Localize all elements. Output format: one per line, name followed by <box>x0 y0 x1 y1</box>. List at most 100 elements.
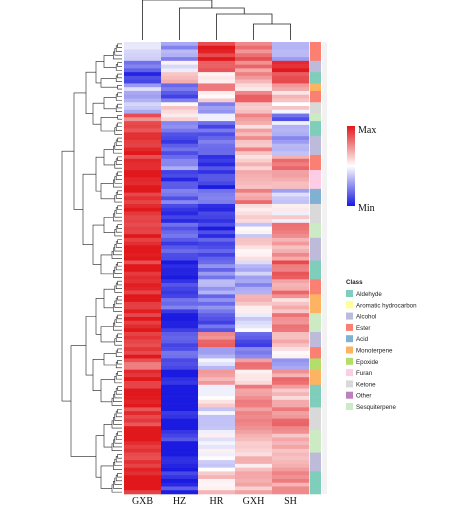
heatmap-cell <box>124 298 162 303</box>
heatmap-cell <box>161 384 199 389</box>
heatmap-cell <box>235 301 273 306</box>
heatmap-cell <box>272 252 310 257</box>
column-label-hz: HZ <box>173 496 186 506</box>
heatmap-cell <box>235 396 273 401</box>
color-scale: Max Min <box>347 125 376 214</box>
row-dendrogram-link <box>115 361 122 369</box>
heatmap-cell <box>198 399 236 404</box>
heatmap-cell <box>124 313 162 318</box>
row-dendrogram-link <box>115 433 122 440</box>
row-dendrogram-link <box>117 73 122 79</box>
legend-swatch-aldehyde <box>346 290 353 297</box>
heatmap-cell <box>272 42 310 47</box>
heatmap-cell <box>198 316 236 322</box>
heatmap-cell <box>124 384 162 389</box>
heatmap-cell <box>198 173 236 178</box>
heatmap-cell <box>198 475 236 480</box>
heatmap-cell <box>161 275 199 280</box>
heatmap-cell <box>235 433 273 438</box>
heatmap-cell <box>235 448 273 453</box>
heatmap-cell <box>235 185 273 190</box>
class-annotation-cell <box>310 260 321 265</box>
class-annotation-cell <box>310 173 321 178</box>
heatmap-cell <box>235 192 273 197</box>
heatmap-cell <box>198 245 236 250</box>
heatmap-cell <box>161 83 199 88</box>
heatmap-cell <box>272 192 310 197</box>
heatmap-cell <box>198 177 236 182</box>
class-annotation-cell <box>310 121 321 126</box>
heatmap-cell <box>235 249 273 254</box>
heatmap-cell <box>124 151 162 156</box>
heatmap-cell <box>124 147 162 152</box>
heatmap-cell <box>124 249 162 254</box>
heatmap-cell <box>235 252 273 257</box>
heatmap-cell <box>124 181 162 186</box>
heatmap-cell <box>198 283 236 288</box>
heatmap-cell <box>161 68 199 73</box>
heatmap-cell <box>272 463 310 468</box>
heatmap-cell <box>198 72 236 77</box>
heatmap-cell <box>235 441 273 446</box>
class-annotation-cell <box>310 139 321 144</box>
heatmap-cell <box>161 381 199 386</box>
heatmap-cell <box>124 219 162 224</box>
heatmap-cell <box>161 328 199 333</box>
heatmap-cell <box>235 350 273 355</box>
class-annotation-cell <box>310 305 321 310</box>
class-annotation-cell <box>310 347 321 352</box>
heatmap-cell <box>198 290 236 295</box>
row-dendrogram-link <box>70 345 96 457</box>
heatmap-cell <box>272 170 310 175</box>
heatmap-cell <box>161 200 199 205</box>
heatmap-cell <box>272 411 310 416</box>
heatmap-cell <box>161 301 199 306</box>
row-dendrogram-link <box>117 171 122 177</box>
class-annotation-cell <box>310 60 321 65</box>
row-dendrogram-link <box>114 161 122 169</box>
heatmap-cell <box>161 369 199 374</box>
heatmap-cell <box>272 414 310 419</box>
heatmap-cell <box>272 486 310 491</box>
class-annotation-cell <box>310 219 321 224</box>
heatmap-cell <box>272 162 310 167</box>
heatmap-cell <box>198 211 236 216</box>
heatmap-cell <box>272 313 310 318</box>
heatmap-cell <box>198 369 236 374</box>
heatmap-cell <box>124 143 162 148</box>
heatmap-cell <box>235 456 273 461</box>
class-annotation-cell <box>310 362 321 367</box>
heatmap-cell <box>272 475 310 480</box>
class-annotation-cell <box>310 102 321 107</box>
heatmap-cell <box>124 60 162 65</box>
class-annotation-cell <box>310 426 321 431</box>
heatmap-cell <box>272 98 310 103</box>
row-dendrogram-link <box>95 156 104 192</box>
heatmap-cell <box>124 328 162 333</box>
heatmap-cell <box>198 411 236 416</box>
heatmap-cell <box>272 203 310 209</box>
heatmap-cell <box>272 456 310 461</box>
class-annotation-cell <box>310 301 321 306</box>
class-annotation-cell <box>310 407 321 412</box>
heatmap-cell <box>161 362 199 367</box>
heatmap-cell <box>235 245 273 250</box>
heatmap-cell <box>235 490 273 495</box>
row-dendrogram-link <box>117 454 122 459</box>
heatmap-cell <box>124 279 162 284</box>
heatmap-cell <box>124 411 162 416</box>
heatmap-cell <box>272 320 310 325</box>
class-annotation-cell <box>310 128 321 133</box>
row-dendrogram <box>61 43 122 493</box>
heatmap-cell <box>198 448 236 453</box>
class-annotation-cell <box>310 45 321 50</box>
heatmap-cell <box>198 358 236 363</box>
heatmap-cell <box>235 486 273 491</box>
heatmap-cell <box>124 124 162 129</box>
heatmap-cell <box>161 324 199 329</box>
heatmap-cell <box>124 422 162 427</box>
heatmap-cell <box>124 407 162 412</box>
heatmap-cell <box>272 343 310 348</box>
row-dendrogram-link <box>115 105 122 112</box>
heatmap-cell <box>198 429 236 435</box>
